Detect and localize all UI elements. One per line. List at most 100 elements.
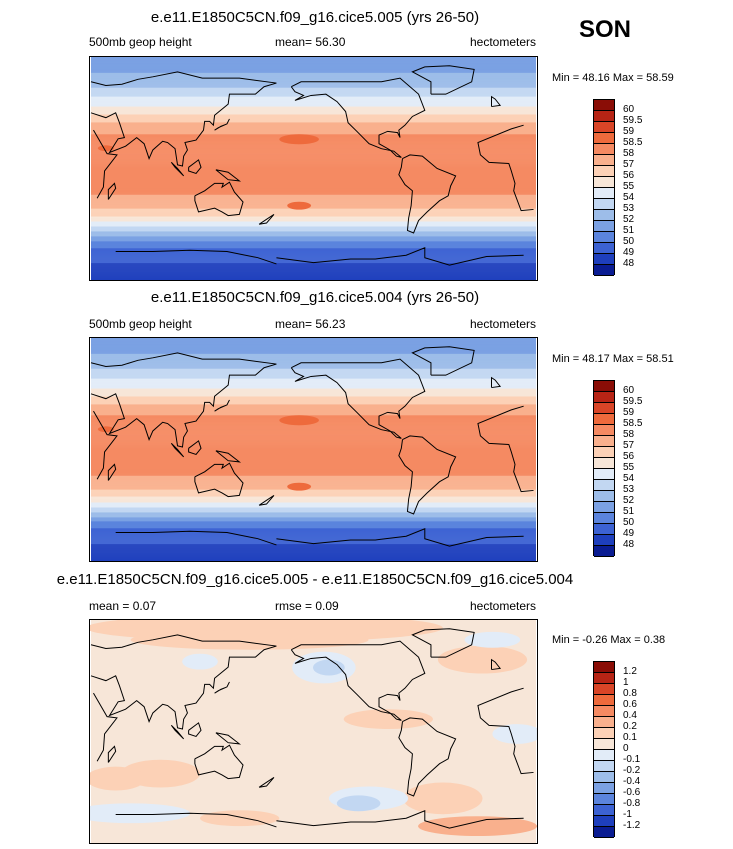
coastline: [491, 658, 502, 671]
field-band: [90, 202, 537, 204]
field-band: [90, 537, 537, 539]
anomaly-patch: [90, 803, 191, 824]
field-band: [90, 512, 537, 514]
field-band: [90, 462, 537, 465]
field-band: [90, 150, 537, 152]
colorbar-tick-label: 53: [623, 484, 635, 495]
field-band: [90, 251, 537, 253]
field-band: [90, 407, 537, 409]
colorbar-tick-label: 55: [623, 462, 635, 473]
field-band: [90, 105, 537, 107]
field-band: [90, 99, 537, 101]
field-band: [90, 350, 537, 353]
coastline: [215, 169, 242, 182]
field-band: [90, 451, 537, 454]
field-band: [90, 203, 537, 205]
field-band: [90, 545, 537, 547]
colorbar-tick-label: -0.6: [623, 787, 641, 798]
field-band: [90, 219, 537, 221]
field-band: [90, 57, 537, 59]
field-band: [90, 90, 537, 92]
field-band: [90, 217, 537, 219]
field-band: [90, 142, 537, 144]
field-band: [90, 130, 537, 132]
coastline: [107, 463, 117, 481]
colorbar-tick-label: 0.1: [623, 732, 637, 743]
field-band: [90, 474, 537, 476]
field-band: [90, 385, 537, 387]
field-band: [90, 165, 537, 167]
field-band: [90, 153, 537, 155]
field-band: [90, 121, 537, 123]
field-band: [90, 234, 537, 236]
field-band: [90, 92, 537, 94]
colorbar-swatch: [594, 265, 614, 276]
colorbar-tick-label: 60: [623, 385, 635, 396]
field-band: [90, 533, 537, 535]
colorbar-tick-label: 1: [623, 677, 629, 688]
field-band: [90, 398, 537, 400]
field-band: [90, 406, 537, 408]
field-band: [90, 276, 537, 278]
colorbar-swatch: [594, 827, 614, 838]
coastline: [258, 213, 275, 225]
field-band: [90, 547, 537, 549]
field-band: [90, 192, 537, 194]
field-band: [90, 463, 537, 466]
field-band: [90, 435, 537, 437]
field-band: [90, 530, 537, 532]
anomaly-patch: [403, 782, 483, 815]
field-band: [90, 440, 537, 442]
field-band: [90, 163, 537, 165]
field-band: [90, 450, 537, 453]
field-band: [90, 61, 537, 64]
colorbar-tick-label: 51: [623, 506, 635, 517]
field-band: [90, 65, 537, 68]
field-band: [90, 63, 537, 66]
field-band: [90, 346, 537, 349]
field-band: [90, 508, 537, 510]
field-band: [90, 459, 537, 462]
colorbar-swatch: [594, 210, 614, 221]
field-band: [90, 535, 537, 537]
colorbar-swatch: [594, 535, 614, 546]
field-band: [90, 84, 537, 86]
field-band: [90, 552, 537, 554]
field-band: [90, 60, 537, 63]
panel-2-variable-label: 500mb geop height: [89, 317, 192, 331]
field-band: [90, 199, 537, 201]
field-band: [90, 541, 537, 543]
field-band: [90, 101, 537, 103]
field-band: [90, 391, 537, 393]
field-band: [90, 155, 537, 157]
colorbar-tick-label: 58: [623, 429, 635, 440]
field-band: [90, 504, 537, 506]
field-band: [90, 496, 537, 498]
field-band: [90, 273, 537, 275]
high-patch: [287, 201, 312, 210]
coastline: [90, 71, 277, 167]
coastline: [398, 717, 457, 797]
colorbar-swatch: [594, 794, 614, 805]
high-patch: [97, 145, 114, 152]
colorbar-tick-label: 52: [623, 495, 635, 506]
field-band: [90, 224, 537, 226]
field-band: [90, 157, 537, 159]
field-band: [90, 437, 537, 439]
field-band: [90, 390, 537, 392]
field-band: [90, 210, 537, 212]
field-band: [90, 127, 537, 129]
coastline: [170, 725, 185, 740]
field-band: [90, 75, 537, 78]
colorbar-tick-label: 0.2: [623, 721, 637, 732]
field-band: [90, 174, 537, 177]
field-band: [90, 536, 537, 538]
colorbar-swatch: [594, 546, 614, 557]
field-band: [90, 490, 537, 492]
panel-3-rmse-label: rmse = 0.09: [275, 599, 339, 613]
colorbar-tick-label: 0.6: [623, 699, 637, 710]
colorbar-swatch: [594, 254, 614, 265]
panel-1-variable-label: 500mb geop height: [89, 35, 192, 49]
field-band: [90, 341, 537, 344]
coastline: [491, 95, 502, 108]
